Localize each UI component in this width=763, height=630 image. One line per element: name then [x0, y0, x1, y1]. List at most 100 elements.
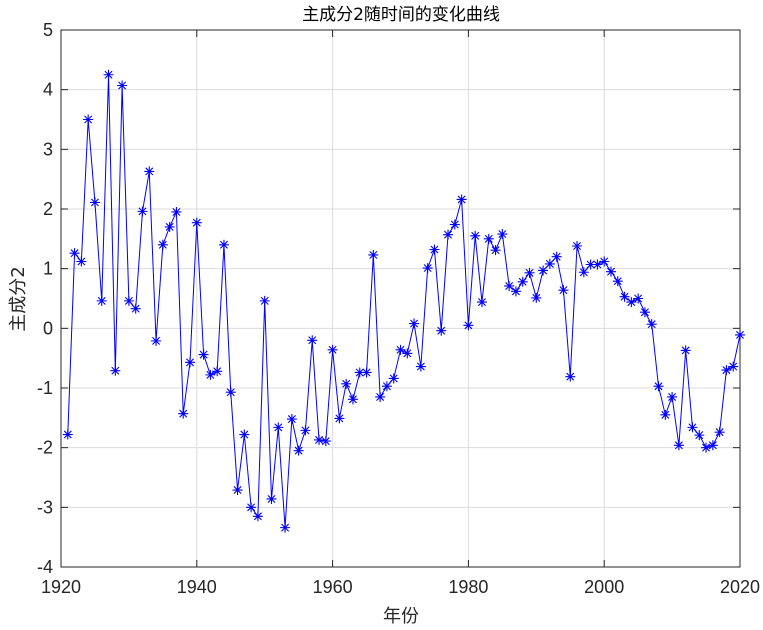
data-point [259, 295, 270, 306]
x-tick-label: 2000 [584, 577, 624, 597]
data-point [314, 434, 325, 445]
data-point [653, 381, 664, 392]
y-tick-label: 1 [43, 259, 53, 279]
y-tick-label: -3 [37, 497, 53, 517]
data-point [83, 114, 94, 125]
data-point [517, 276, 528, 287]
y-tick-label: -2 [37, 438, 53, 458]
data-point [320, 436, 331, 447]
y-tick-label: 4 [43, 80, 53, 100]
data-point [103, 69, 114, 80]
data-point [117, 80, 128, 91]
data-point [585, 259, 596, 270]
data-point [144, 166, 155, 177]
data-point [551, 251, 562, 262]
data-point [422, 263, 433, 274]
data-point [218, 239, 229, 250]
data-point [293, 445, 304, 456]
series-line [67, 74, 741, 528]
x-tick-label: 1980 [448, 577, 488, 597]
data-point [307, 335, 318, 346]
data-point [130, 303, 141, 314]
data-point [707, 440, 718, 451]
x-tick-label: 2020 [720, 577, 760, 597]
y-axis-label: 主成分2 [8, 266, 29, 331]
data-point [110, 365, 121, 376]
data-point [456, 194, 467, 205]
data-point [415, 361, 426, 372]
data-point [463, 320, 474, 331]
data-point [531, 292, 542, 303]
chart-title: 主成分2随时间的变化曲线 [302, 5, 500, 25]
data-point [443, 229, 454, 240]
data-point [667, 391, 678, 402]
data-point [497, 229, 508, 240]
data-point [626, 297, 637, 308]
data-point [599, 256, 610, 267]
data-point [687, 422, 698, 433]
data-point [490, 245, 501, 256]
data-point [361, 367, 372, 378]
data-point [680, 345, 691, 356]
data-point [558, 285, 569, 296]
data-point [429, 244, 440, 255]
data-point [178, 408, 189, 419]
data-point [69, 248, 80, 259]
data-point [185, 357, 196, 368]
data-point [137, 206, 148, 217]
data-point [151, 335, 162, 346]
data-point [673, 440, 684, 451]
y-tick-label: -4 [37, 557, 53, 577]
data-point [572, 240, 583, 251]
y-tick-label: 2 [43, 199, 53, 219]
data-point [470, 230, 481, 241]
y-tick-label: 3 [43, 139, 53, 159]
data-point [524, 267, 535, 278]
data-point [300, 425, 311, 436]
data-point [76, 256, 87, 267]
data-point [354, 367, 365, 378]
data-point [198, 349, 209, 360]
data-point [504, 280, 515, 291]
data-point [212, 366, 223, 377]
data-point [89, 197, 100, 208]
data-point [164, 221, 175, 232]
data-point [612, 276, 623, 287]
plot-area [60, 29, 741, 568]
x-tick-labels: 1920 1940 1960 1980 2000 2020 [41, 577, 760, 597]
data-point [381, 381, 392, 392]
data-point [191, 217, 202, 228]
x-tick-label: 1940 [177, 577, 217, 597]
data-point [123, 295, 134, 306]
data-point [544, 258, 555, 269]
data-point [246, 502, 257, 513]
data-point [395, 344, 406, 355]
y-tick-labels: -4 -3 -2 -1 0 1 2 3 4 5 [37, 20, 53, 577]
data-point [619, 291, 630, 302]
data-point [483, 233, 494, 244]
data-point [646, 319, 657, 330]
data-point [232, 485, 243, 496]
data-point [266, 493, 277, 504]
series-markers [62, 69, 745, 533]
y-tick-label: 0 [43, 318, 53, 338]
data-point [633, 293, 644, 304]
data-point [225, 387, 236, 398]
y-tick-label: -1 [37, 378, 53, 398]
data-point [728, 361, 739, 372]
x-axis-label: 年份 [383, 606, 419, 627]
axis-ticks [60, 29, 741, 568]
data-point [273, 422, 284, 433]
data-point [334, 413, 345, 424]
data-point [714, 427, 725, 438]
data-point [286, 414, 297, 425]
data-point [660, 409, 671, 420]
data-point [694, 430, 705, 441]
data-point [735, 329, 745, 340]
data-point [62, 429, 73, 440]
data-point [157, 239, 168, 250]
data-point [171, 206, 182, 217]
data-point [476, 297, 487, 308]
data-point [639, 307, 650, 318]
data-point [347, 394, 358, 405]
